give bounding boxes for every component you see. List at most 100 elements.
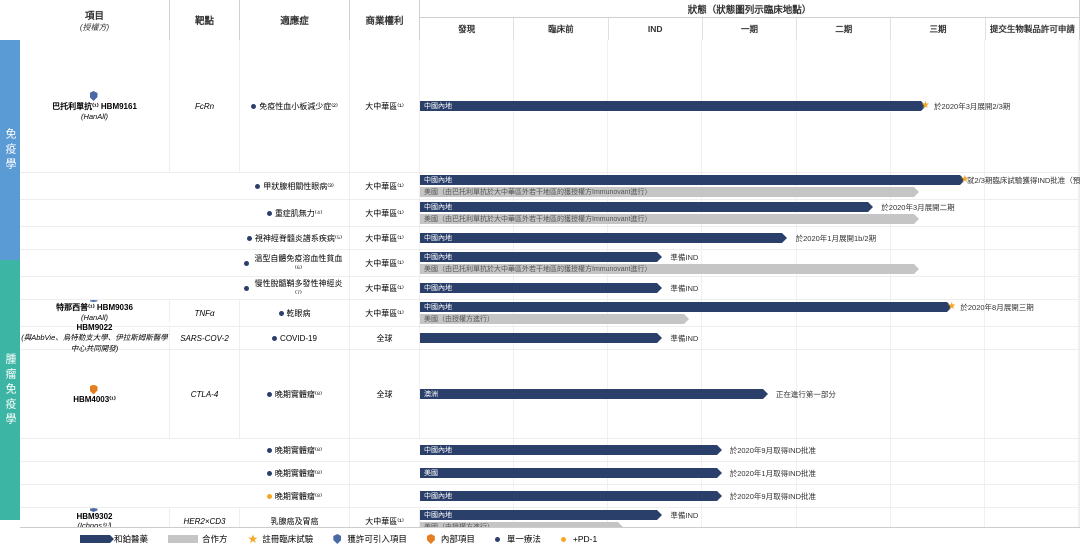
legend-item: 獲許可引入項目 xyxy=(333,533,407,545)
bullet-blue-icon xyxy=(272,336,277,341)
shield-blue-icon xyxy=(90,91,98,101)
bullet-blue-icon xyxy=(247,236,252,241)
rights-cell: 全球 xyxy=(350,350,420,438)
rights-cell: 大中華區⁽¹⁾ xyxy=(350,250,420,276)
project-name: HBM9302 xyxy=(76,512,112,521)
phase-header: 提交生物製品許可申請 xyxy=(986,18,1079,40)
target-cell: HER2×CD3 xyxy=(170,508,240,527)
pipeline-row: 巴托利單抗⁽¹⁾ HBM9161(HanAll)FcRn免疫性血小板減少症⁽²⁾… xyxy=(20,40,1080,173)
indication-cell: 重症肌無力⁽⁴⁾ xyxy=(240,200,350,226)
indication-cell: 免疫性血小板減少症⁽²⁾ xyxy=(240,40,350,172)
main: 項目(授權方) 靶點 適應症 商業權利 狀態（狀態圖列示臨床地點） 發現臨床前I… xyxy=(20,0,1080,550)
sidebar: 免疫學 腫瘤免疫學 xyxy=(0,0,20,550)
indication-cell: COVID-19 xyxy=(240,327,350,349)
indication-cell: 晩期實體瘤⁽⁸⁾ xyxy=(240,485,350,507)
legend-bar-grey-icon xyxy=(168,535,198,543)
status-cell: 中國內地 準備IND美國（由巴托利單抗於大中華區外若干地區的獲授權方Immunov… xyxy=(420,250,1080,276)
status-note: 於2020年3月展開2/3期 xyxy=(934,101,1010,112)
target-cell: FcRn xyxy=(170,40,240,172)
pipeline-row: 視神經脊髓炎譜系疾病⁽⁵⁾大中華區⁽¹⁾中國內地於2020年1月展開1b/2期 xyxy=(20,227,1080,250)
hdr-target: 靶點 xyxy=(170,0,240,40)
bullet-blue-icon xyxy=(244,261,249,266)
star-icon: ★ xyxy=(248,532,259,546)
bullet-orange-icon xyxy=(267,494,272,499)
indication-cell: 甲狀腺相關性眼病⁽³⁾ xyxy=(240,173,350,199)
rights-cell: 大中華區⁽¹⁾ xyxy=(350,508,420,527)
status-note: 就2/3期臨床試驗獲得IND批准（預期於2021年初） xyxy=(967,175,1080,186)
progress-bar: 中國內地 xyxy=(420,491,717,501)
pipeline-row: 甲狀腺相關性眼病⁽³⁾大中華區⁽¹⁾中國內地★就2/3期臨床試驗獲得IND批准（… xyxy=(20,173,1080,200)
legend-item: 單一療法 xyxy=(495,533,541,545)
target-cell: TNFα xyxy=(170,300,240,326)
legend-label: 內部項目 xyxy=(441,533,475,545)
project-name: 特那西普⁽¹⁾ HBM9036 xyxy=(56,302,133,313)
status-note: 於2020年1月取得IND批准 xyxy=(730,468,816,479)
pipeline-rows: 巴托利單抗⁽¹⁾ HBM9161(HanAll)FcRn免疫性血小板減少症⁽²⁾… xyxy=(20,40,1080,527)
progress-bar: 美國（由巴托利單抗於大中華區外若干地區的獲授權方Immunovant進行） xyxy=(420,214,914,224)
progress-bar: 美國 xyxy=(420,468,717,478)
phase-header: 臨床前 xyxy=(514,18,608,40)
progress-bar: 美國（由巴托利單抗於大中華區外若干地區的獲授權方Immunovant進行） xyxy=(420,264,914,274)
legend-label: 和鉑醫藥 xyxy=(114,533,148,545)
status-cell: 準備IND xyxy=(420,327,1080,349)
legend-item: 和鉑醫藥 xyxy=(80,533,148,545)
progress-bar: 美國（由授權方進行） xyxy=(420,314,684,324)
project-sub: (HanAll) xyxy=(81,112,108,121)
pipeline-chart: 免疫學 腫瘤免疫學 項目(授權方) 靶點 適應症 商業權利 狀態（狀態圖列示臨床… xyxy=(0,0,1080,550)
phase-header: 一期 xyxy=(703,18,797,40)
indication-cell: 溫型自體免疫溶血性貧血⁽⁶⁾ xyxy=(240,250,350,276)
pipeline-row: 特那西普⁽¹⁾ HBM9036(HanAll)TNFα乾眼病大中華區⁽¹⁾中國內… xyxy=(20,300,1080,327)
bullet-blue-icon xyxy=(267,211,272,216)
bar-tail-label: 準備IND xyxy=(670,283,698,294)
indication-cell: 乾眼病 xyxy=(240,300,350,326)
target-cell: CTLA-4 xyxy=(170,350,240,438)
progress-bar: 中國內地 xyxy=(420,252,657,262)
pipeline-row: 慢性脫髓鞘多發性神經炎⁽⁷⁾大中華區⁽¹⁾中國內地準備IND xyxy=(20,277,1080,300)
legend-item: 內部項目 xyxy=(427,533,475,545)
category-immunology: 免疫學 xyxy=(0,40,20,260)
status-cell: 中國內地★於2020年3月展開2/3期 xyxy=(420,40,1080,172)
bar-tail-label: 準備IND xyxy=(670,252,698,263)
status-cell: 澳洲正在進行第一部分 xyxy=(420,350,1080,438)
status-note: 於2020年9月取得IND批准 xyxy=(730,491,816,502)
rights-cell: 大中華區⁽¹⁾ xyxy=(350,40,420,172)
status-cell: 中國內地★就2/3期臨床試驗獲得IND批准（預期於2021年初）美國（由巴托利單… xyxy=(420,173,1080,199)
pipeline-row: HBM9022(與AbbVie、烏特勒支大學、伊拉斯姆斯醫學中心共同開發)SAR… xyxy=(20,327,1080,350)
bullet-blue-icon xyxy=(255,184,260,189)
progress-bar: 中國內地 xyxy=(420,302,947,312)
legend-label: 合作方 xyxy=(202,533,228,545)
bullet-blue-icon xyxy=(279,311,284,316)
legend-item: +PD-1 xyxy=(561,534,597,544)
table-header: 項目(授權方) 靶點 適應症 商業權利 狀態（狀態圖列示臨床地點） 發現臨床前I… xyxy=(20,0,1080,40)
status-cell: 中國內地於2020年1月展開1b/2期 xyxy=(420,227,1080,249)
phase-header: 三期 xyxy=(891,18,985,40)
project-name: HBM9022 xyxy=(76,323,112,332)
progress-bar: 澳洲 xyxy=(420,389,763,399)
pipeline-row: 晩期實體瘤⁽⁸⁾ 中國內地 於2020年9月取得IND批准 xyxy=(20,485,1080,508)
status-cell: 中國內地 於2020年9月取得IND批准 xyxy=(420,485,1080,507)
indication-cell: 晩期實體瘤⁽⁸⁾ xyxy=(240,462,350,484)
rights-cell: 大中華區⁽¹⁾ xyxy=(350,277,420,299)
progress-bar: 中國內地 xyxy=(420,202,868,212)
hdr-project: 項目 xyxy=(85,8,104,22)
legend-item: 合作方 xyxy=(168,533,228,545)
phase-header: 發現 xyxy=(420,18,514,40)
hdr-rights: 商業權利 xyxy=(350,0,420,40)
project-sub: (HanAll) xyxy=(81,313,108,322)
shield-orange-icon xyxy=(90,385,98,395)
legend-bar-navy-icon xyxy=(80,535,110,543)
bullet-blue-icon xyxy=(267,448,272,453)
hdr-status: 狀態（狀態圖列示臨床地點） xyxy=(420,0,1079,18)
indication-cell: 視神經脊髓炎譜系疾病⁽⁵⁾ xyxy=(240,227,350,249)
bar-tail-label: 準備IND xyxy=(670,510,698,521)
star-icon: ★ xyxy=(947,301,956,312)
progress-bar: 中國內地 xyxy=(420,101,921,111)
phase-header: 二期 xyxy=(797,18,891,40)
rights-cell: 大中華區⁽¹⁾ xyxy=(350,173,420,199)
project-name: HBM4003⁽¹⁾ xyxy=(73,395,116,404)
bullet-blue-icon xyxy=(495,537,500,542)
progress-bar: 中國內地 xyxy=(420,283,657,293)
progress-bar: 中國內地 xyxy=(420,233,782,243)
status-note: 於2020年9月取得IND批准 xyxy=(730,445,816,456)
legend-label: +PD-1 xyxy=(573,534,597,544)
